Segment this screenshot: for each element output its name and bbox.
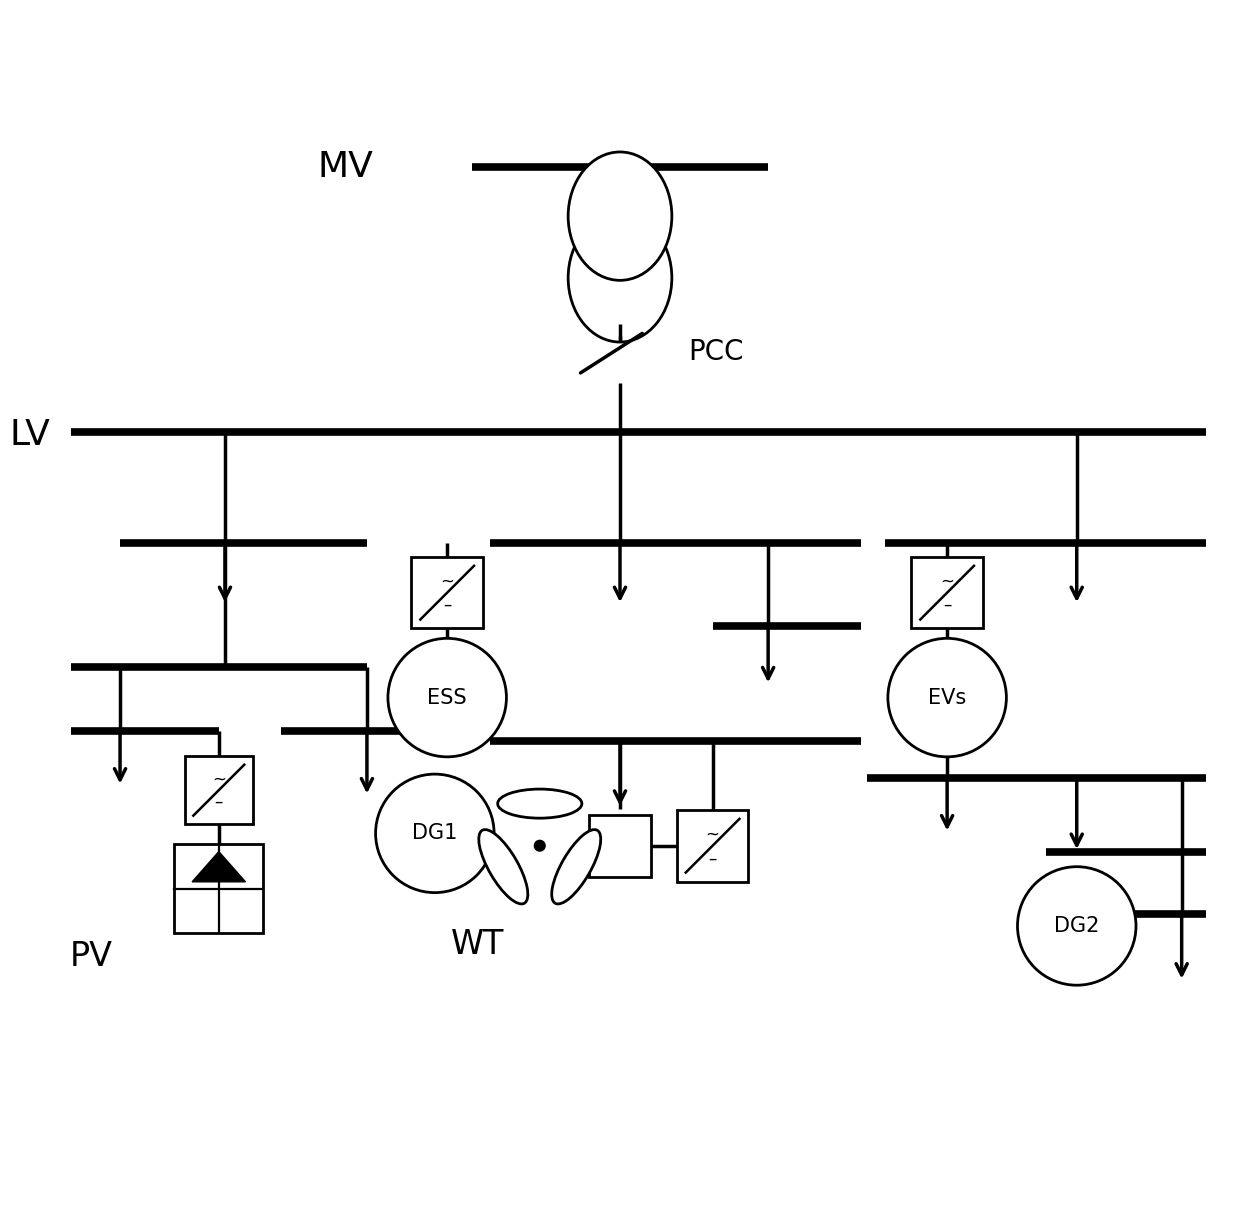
Ellipse shape	[568, 214, 672, 342]
Polygon shape	[192, 852, 246, 882]
Ellipse shape	[497, 789, 582, 818]
Circle shape	[534, 841, 546, 851]
Text: –: –	[215, 793, 223, 811]
Text: –: –	[708, 849, 717, 868]
Text: EVs: EVs	[928, 687, 966, 708]
Text: –: –	[942, 597, 951, 615]
Text: ~: ~	[440, 572, 454, 590]
Ellipse shape	[568, 152, 672, 281]
Text: DG2: DG2	[1054, 916, 1100, 937]
Ellipse shape	[479, 830, 528, 904]
Text: ~: ~	[706, 826, 719, 845]
Text: ~: ~	[212, 771, 226, 789]
Circle shape	[888, 639, 1007, 756]
Text: DG1: DG1	[412, 823, 458, 843]
Bar	[175, 845, 263, 933]
Text: ~: ~	[940, 572, 954, 590]
Text: PCC: PCC	[688, 338, 744, 365]
Text: PV: PV	[71, 940, 113, 973]
Bar	[911, 557, 983, 628]
Bar	[677, 809, 749, 882]
Ellipse shape	[552, 830, 600, 904]
Bar	[412, 557, 482, 628]
Text: ESS: ESS	[428, 687, 467, 708]
Bar	[185, 756, 253, 824]
Bar	[589, 814, 651, 876]
Circle shape	[1018, 866, 1136, 985]
Circle shape	[388, 639, 506, 756]
Text: MV: MV	[317, 150, 373, 184]
Text: LV: LV	[10, 417, 51, 451]
Text: –: –	[443, 597, 451, 615]
Circle shape	[376, 774, 494, 893]
Text: WT: WT	[451, 928, 505, 961]
